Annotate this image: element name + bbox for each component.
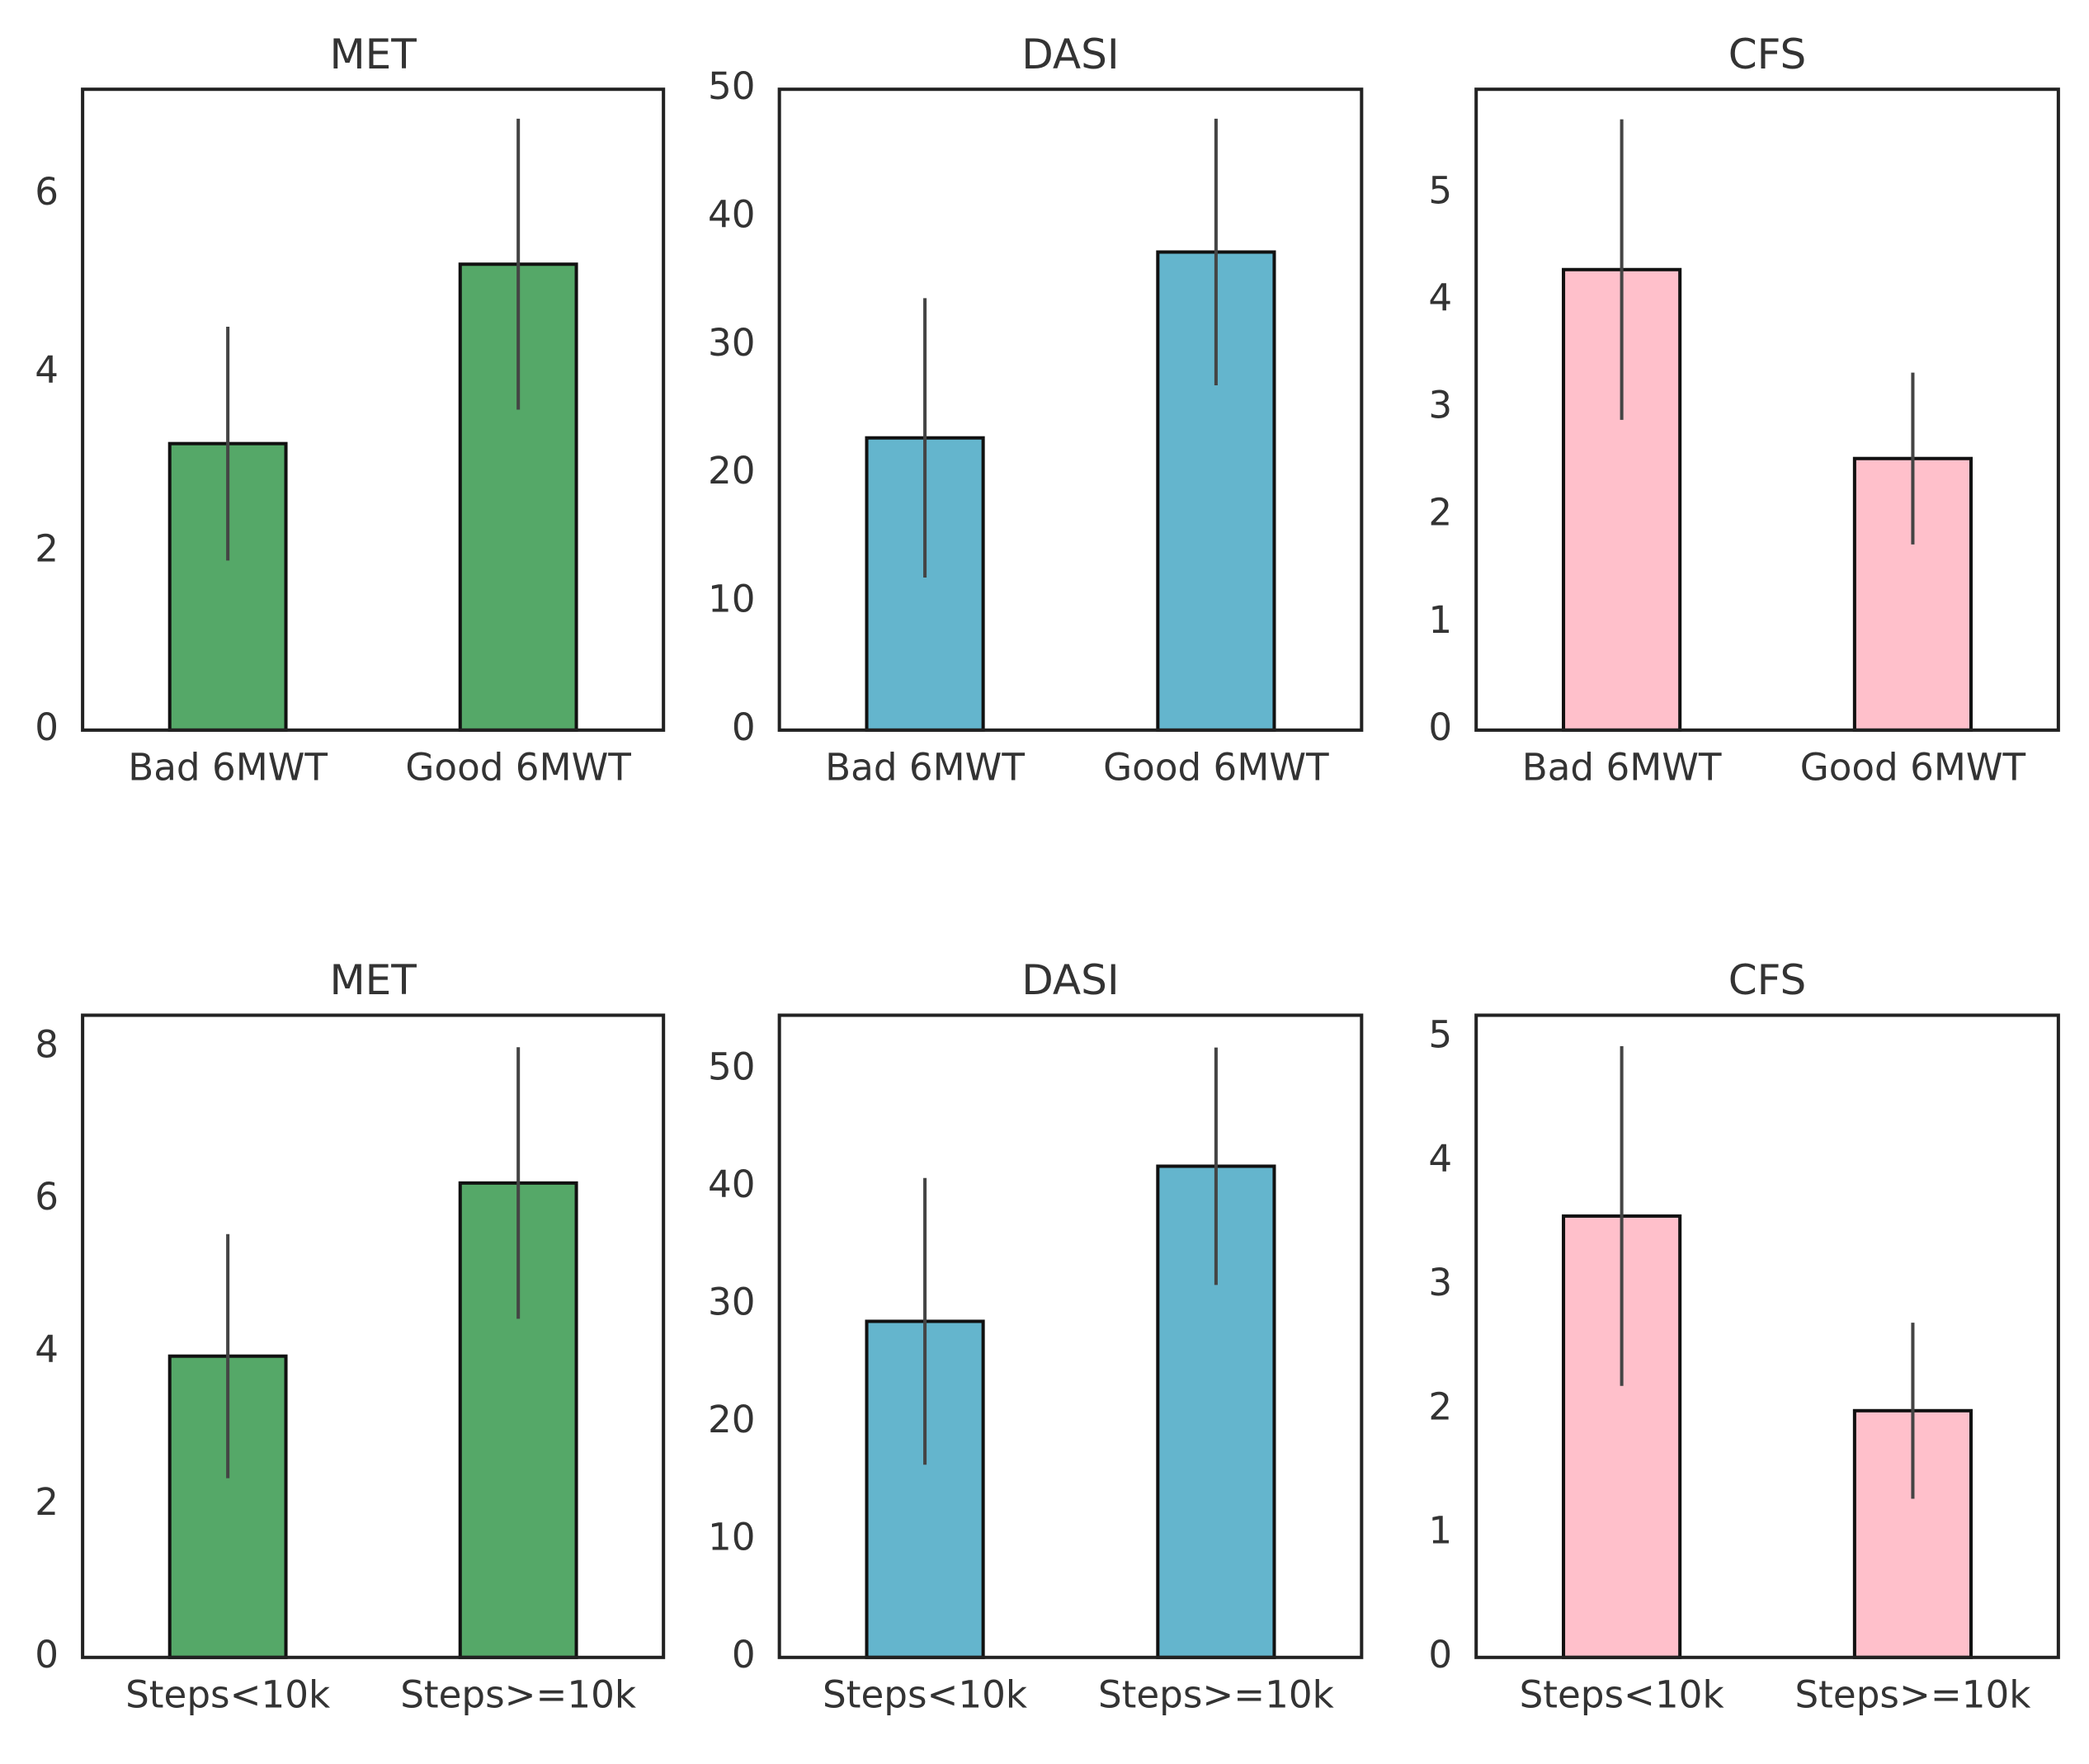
x-tick-label: Steps<10k <box>1520 1672 1725 1716</box>
y-tick-label: 10 <box>708 578 756 621</box>
y-tick-label: 4 <box>35 348 59 392</box>
y-tick-label: 3 <box>1428 384 1452 427</box>
plot-frame <box>81 1013 666 1659</box>
y-tick-label: 0 <box>1428 1633 1452 1677</box>
y-tick-label: 4 <box>1428 276 1452 320</box>
y-tick-label: 2 <box>35 1480 59 1524</box>
y-tick-label: 2 <box>1428 1384 1452 1428</box>
plot-frame <box>81 87 666 732</box>
y-tick-label: 10 <box>708 1515 756 1559</box>
chart-title: MET <box>329 31 417 78</box>
x-tick-label: Good 6MWT <box>1103 745 1329 789</box>
y-tick-label: 4 <box>1428 1137 1452 1181</box>
y-tick-label: 50 <box>708 64 756 108</box>
y-tick-label: 40 <box>708 1163 756 1206</box>
y-tick-label: 3 <box>1428 1261 1452 1304</box>
y-tick-label: 2 <box>1428 491 1452 535</box>
y-tick-label: 0 <box>35 1633 59 1677</box>
y-tick-label: 20 <box>708 449 756 493</box>
y-tick-label: 50 <box>708 1045 756 1089</box>
plot-frame <box>1474 87 2060 732</box>
chart-title: MET <box>329 956 417 1004</box>
y-tick-label: 6 <box>35 1175 59 1219</box>
plot-frame <box>777 1013 1364 1659</box>
x-tick-label: Steps>=10k <box>1098 1672 1335 1716</box>
y-tick-label: 8 <box>35 1022 59 1066</box>
x-tick-label: Bad 6MWT <box>825 745 1025 789</box>
y-tick-label: 0 <box>35 705 59 749</box>
y-tick-label: 6 <box>35 170 59 214</box>
x-tick-label: Steps>=10k <box>400 1672 637 1716</box>
y-tick-label: 40 <box>708 193 756 237</box>
y-tick-label: 30 <box>708 1281 756 1324</box>
y-tick-label: 4 <box>35 1328 59 1371</box>
y-tick-label: 1 <box>1428 1509 1452 1553</box>
plot-frame <box>777 87 1364 732</box>
y-tick-label: 5 <box>1428 1013 1452 1057</box>
y-tick-label: 30 <box>708 321 756 365</box>
x-tick-label: Good 6MWT <box>1800 745 2026 789</box>
x-tick-label: Bad 6MWT <box>1522 745 1722 789</box>
x-tick-label: Steps<10k <box>823 1672 1028 1716</box>
y-tick-label: 0 <box>732 705 756 749</box>
y-tick-label: 2 <box>35 527 59 571</box>
chart-title: DASI <box>1021 31 1119 78</box>
x-tick-label: Bad 6MWT <box>128 745 328 789</box>
y-tick-label: 5 <box>1428 168 1452 212</box>
x-tick-label: Steps<10k <box>125 1672 331 1716</box>
chart-title: CFS <box>1728 31 1807 78</box>
x-tick-label: Steps>=10k <box>1794 1672 2031 1716</box>
y-tick-label: 20 <box>708 1398 756 1441</box>
chart-title: CFS <box>1728 956 1807 1004</box>
x-tick-label: Good 6MWT <box>405 745 631 789</box>
y-tick-label: 1 <box>1428 598 1452 642</box>
y-tick-label: 0 <box>1428 705 1452 749</box>
y-tick-label: 0 <box>732 1633 756 1677</box>
chart-title: DASI <box>1021 956 1119 1004</box>
plot-frame <box>1474 1013 2060 1659</box>
